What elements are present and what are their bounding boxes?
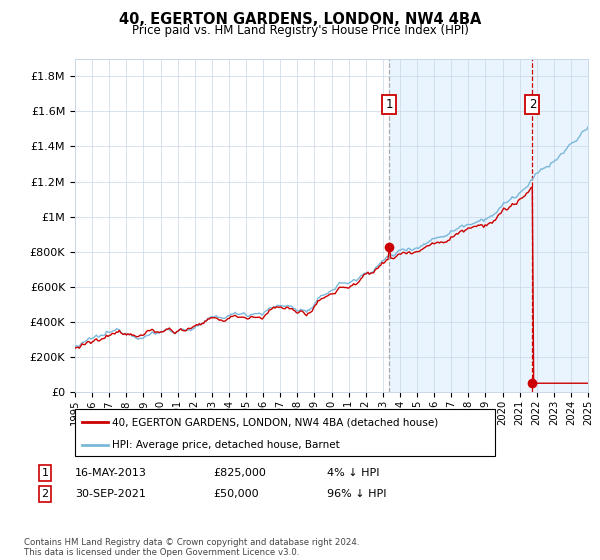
- Text: 40, EGERTON GARDENS, LONDON, NW4 4BA: 40, EGERTON GARDENS, LONDON, NW4 4BA: [119, 12, 481, 27]
- Text: HPI: Average price, detached house, Barnet: HPI: Average price, detached house, Barn…: [112, 440, 340, 450]
- Text: Contains HM Land Registry data © Crown copyright and database right 2024.
This d: Contains HM Land Registry data © Crown c…: [24, 538, 359, 557]
- Text: 40, EGERTON GARDENS, LONDON, NW4 4BA (detached house): 40, EGERTON GARDENS, LONDON, NW4 4BA (de…: [112, 417, 439, 427]
- Text: 1: 1: [385, 98, 393, 111]
- Text: £50,000: £50,000: [213, 489, 259, 499]
- Text: 16-MAY-2013: 16-MAY-2013: [75, 468, 147, 478]
- Text: £825,000: £825,000: [213, 468, 266, 478]
- Text: 2: 2: [529, 98, 536, 111]
- Text: 30-SEP-2021: 30-SEP-2021: [75, 489, 146, 499]
- Text: 2: 2: [41, 489, 49, 499]
- Text: 96% ↓ HPI: 96% ↓ HPI: [327, 489, 386, 499]
- Text: 4% ↓ HPI: 4% ↓ HPI: [327, 468, 380, 478]
- Text: Price paid vs. HM Land Registry's House Price Index (HPI): Price paid vs. HM Land Registry's House …: [131, 24, 469, 37]
- Text: 1: 1: [41, 468, 49, 478]
- Bar: [389, 59, 596, 392]
